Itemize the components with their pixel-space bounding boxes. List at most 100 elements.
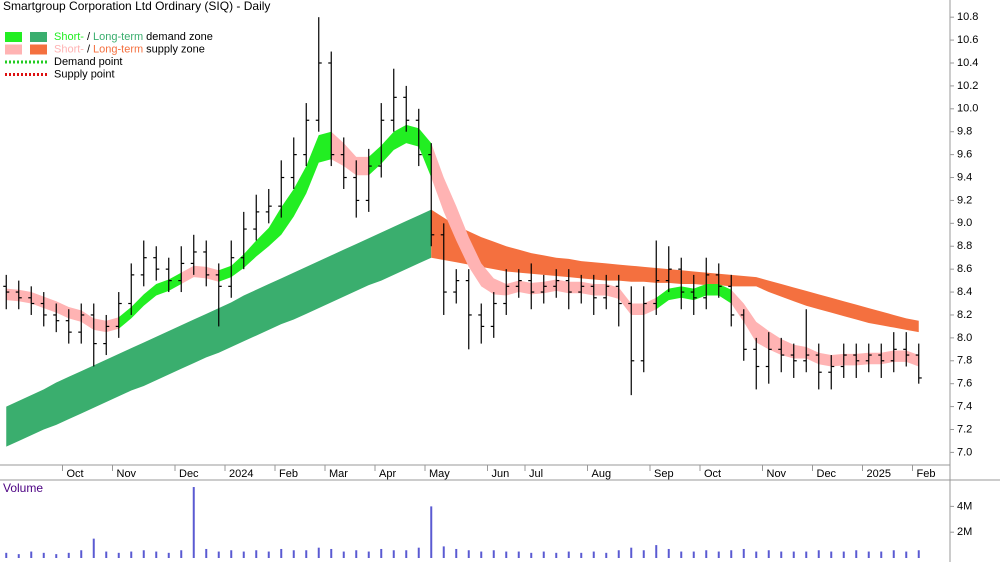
volume-bar (430, 506, 433, 558)
volume-bar (692, 551, 695, 558)
y-tick-label: 7.6 (957, 378, 972, 390)
volume-bar (92, 538, 95, 558)
volume-title: Volume (3, 481, 43, 495)
y-tick-label: 7.4 (957, 400, 972, 412)
volume-tick-label: 2M (957, 526, 972, 538)
x-tick-label: May (429, 468, 450, 480)
volume-bar (367, 551, 370, 558)
zone-band (331, 131, 369, 176)
volume-bar (80, 550, 83, 558)
volume-bar (442, 546, 445, 558)
x-tick-label: Oct (67, 468, 84, 480)
y-tick-label: 10.6 (957, 34, 978, 46)
volume-bar (317, 547, 320, 558)
volume-bar (455, 548, 458, 558)
legend-entry: Supply point (54, 68, 115, 80)
legend-entry: Short- / Long-term supply zone (54, 43, 205, 55)
volume-bar (42, 552, 45, 558)
y-tick-label: 8.0 (957, 332, 972, 344)
volume-bar (405, 550, 408, 558)
x-tick-label: Apr (379, 468, 396, 480)
legend-row: supply zone (146, 43, 205, 55)
volume-bar (67, 552, 70, 558)
x-tick-label: Aug (592, 468, 612, 480)
x-tick-label: Feb (917, 468, 936, 480)
volume-bar (767, 550, 770, 558)
x-tick-label: 2024 (229, 468, 253, 480)
x-tick-label: Feb (279, 468, 298, 480)
y-tick-label: 8.8 (957, 240, 972, 252)
volume-bar (605, 552, 608, 558)
volume-bar (342, 551, 345, 558)
volume-bar (167, 552, 170, 558)
y-tick-label: 10.0 (957, 103, 978, 115)
volume-bar (592, 551, 595, 558)
volume-bar (480, 551, 483, 558)
zone-band (118, 272, 182, 329)
x-tick-label: Dec (817, 468, 837, 480)
y-tick-label: 10.2 (957, 80, 978, 92)
y-tick-label: 7.8 (957, 355, 972, 367)
legend-entry: Short- / Long-term demand zone (54, 31, 213, 43)
zone-band (731, 289, 919, 367)
zone-band (6, 209, 432, 447)
volume-bar (567, 551, 570, 558)
volume-bar (305, 550, 308, 558)
zone-band (6, 288, 119, 333)
legend-separator: / (87, 43, 91, 55)
volume-bar (192, 487, 195, 558)
volume-bar (205, 548, 208, 558)
y-tick-label: 9.0 (957, 217, 972, 229)
volume-bar (5, 552, 8, 558)
volume-bar (155, 551, 158, 558)
legend-row: demand zone (146, 31, 213, 43)
x-tick-label: Jun (492, 468, 510, 480)
axes: 7.0 7.2 7.4 7.6 7.8 8.0 8.2 8.4 8.6 8.8 9.0 9.2 9.4 9… (62, 11, 978, 538)
volume-bar (580, 552, 583, 558)
y-tick-label: 9.2 (957, 194, 972, 206)
x-tick-label: Nov (767, 468, 787, 480)
volume-bar (755, 551, 758, 558)
y-tick-label: 8.4 (957, 286, 972, 298)
price-bars (3, 17, 922, 396)
legend-long: Long-term (93, 31, 143, 43)
volume-bar (917, 550, 920, 558)
volume-bar (180, 550, 183, 558)
volume-bar (855, 550, 858, 558)
y-tick-label: 9.4 (957, 171, 972, 183)
y-tick-label: 7.0 (957, 446, 972, 458)
zone-band (431, 209, 919, 333)
volume-bar (230, 550, 233, 558)
volume-bar (217, 551, 220, 558)
volume-bar (642, 550, 645, 558)
volume-bar (392, 550, 395, 558)
legend-entry: Demand point (54, 56, 123, 68)
volume-bar (255, 550, 258, 558)
legend-swatch (30, 44, 47, 55)
volume-bar (417, 547, 420, 558)
y-tick-label: 8.6 (957, 263, 972, 275)
volume-bar (292, 550, 295, 558)
volume-bar (892, 550, 895, 558)
volume-bar (680, 551, 683, 558)
legend-short: Short- (54, 31, 84, 43)
volume-bar (730, 550, 733, 558)
volume-bar (242, 551, 245, 558)
y-tick-label: 10.4 (957, 57, 978, 69)
zones (6, 124, 919, 447)
volume-bar (630, 547, 633, 558)
volume-bar (130, 551, 133, 558)
volume-bar (805, 551, 808, 558)
zone-band (431, 143, 657, 315)
volume-bar (30, 551, 33, 558)
zone-band (181, 265, 219, 285)
volume-bar (142, 550, 145, 558)
volume-bar (267, 551, 270, 558)
x-tick-label: Dec (179, 468, 199, 480)
volume-bar (880, 551, 883, 558)
x-tick-label: Mar (329, 468, 348, 480)
volume-bar (280, 548, 283, 558)
y-tick-label: 9.8 (957, 126, 972, 138)
volume-bar (705, 550, 708, 558)
